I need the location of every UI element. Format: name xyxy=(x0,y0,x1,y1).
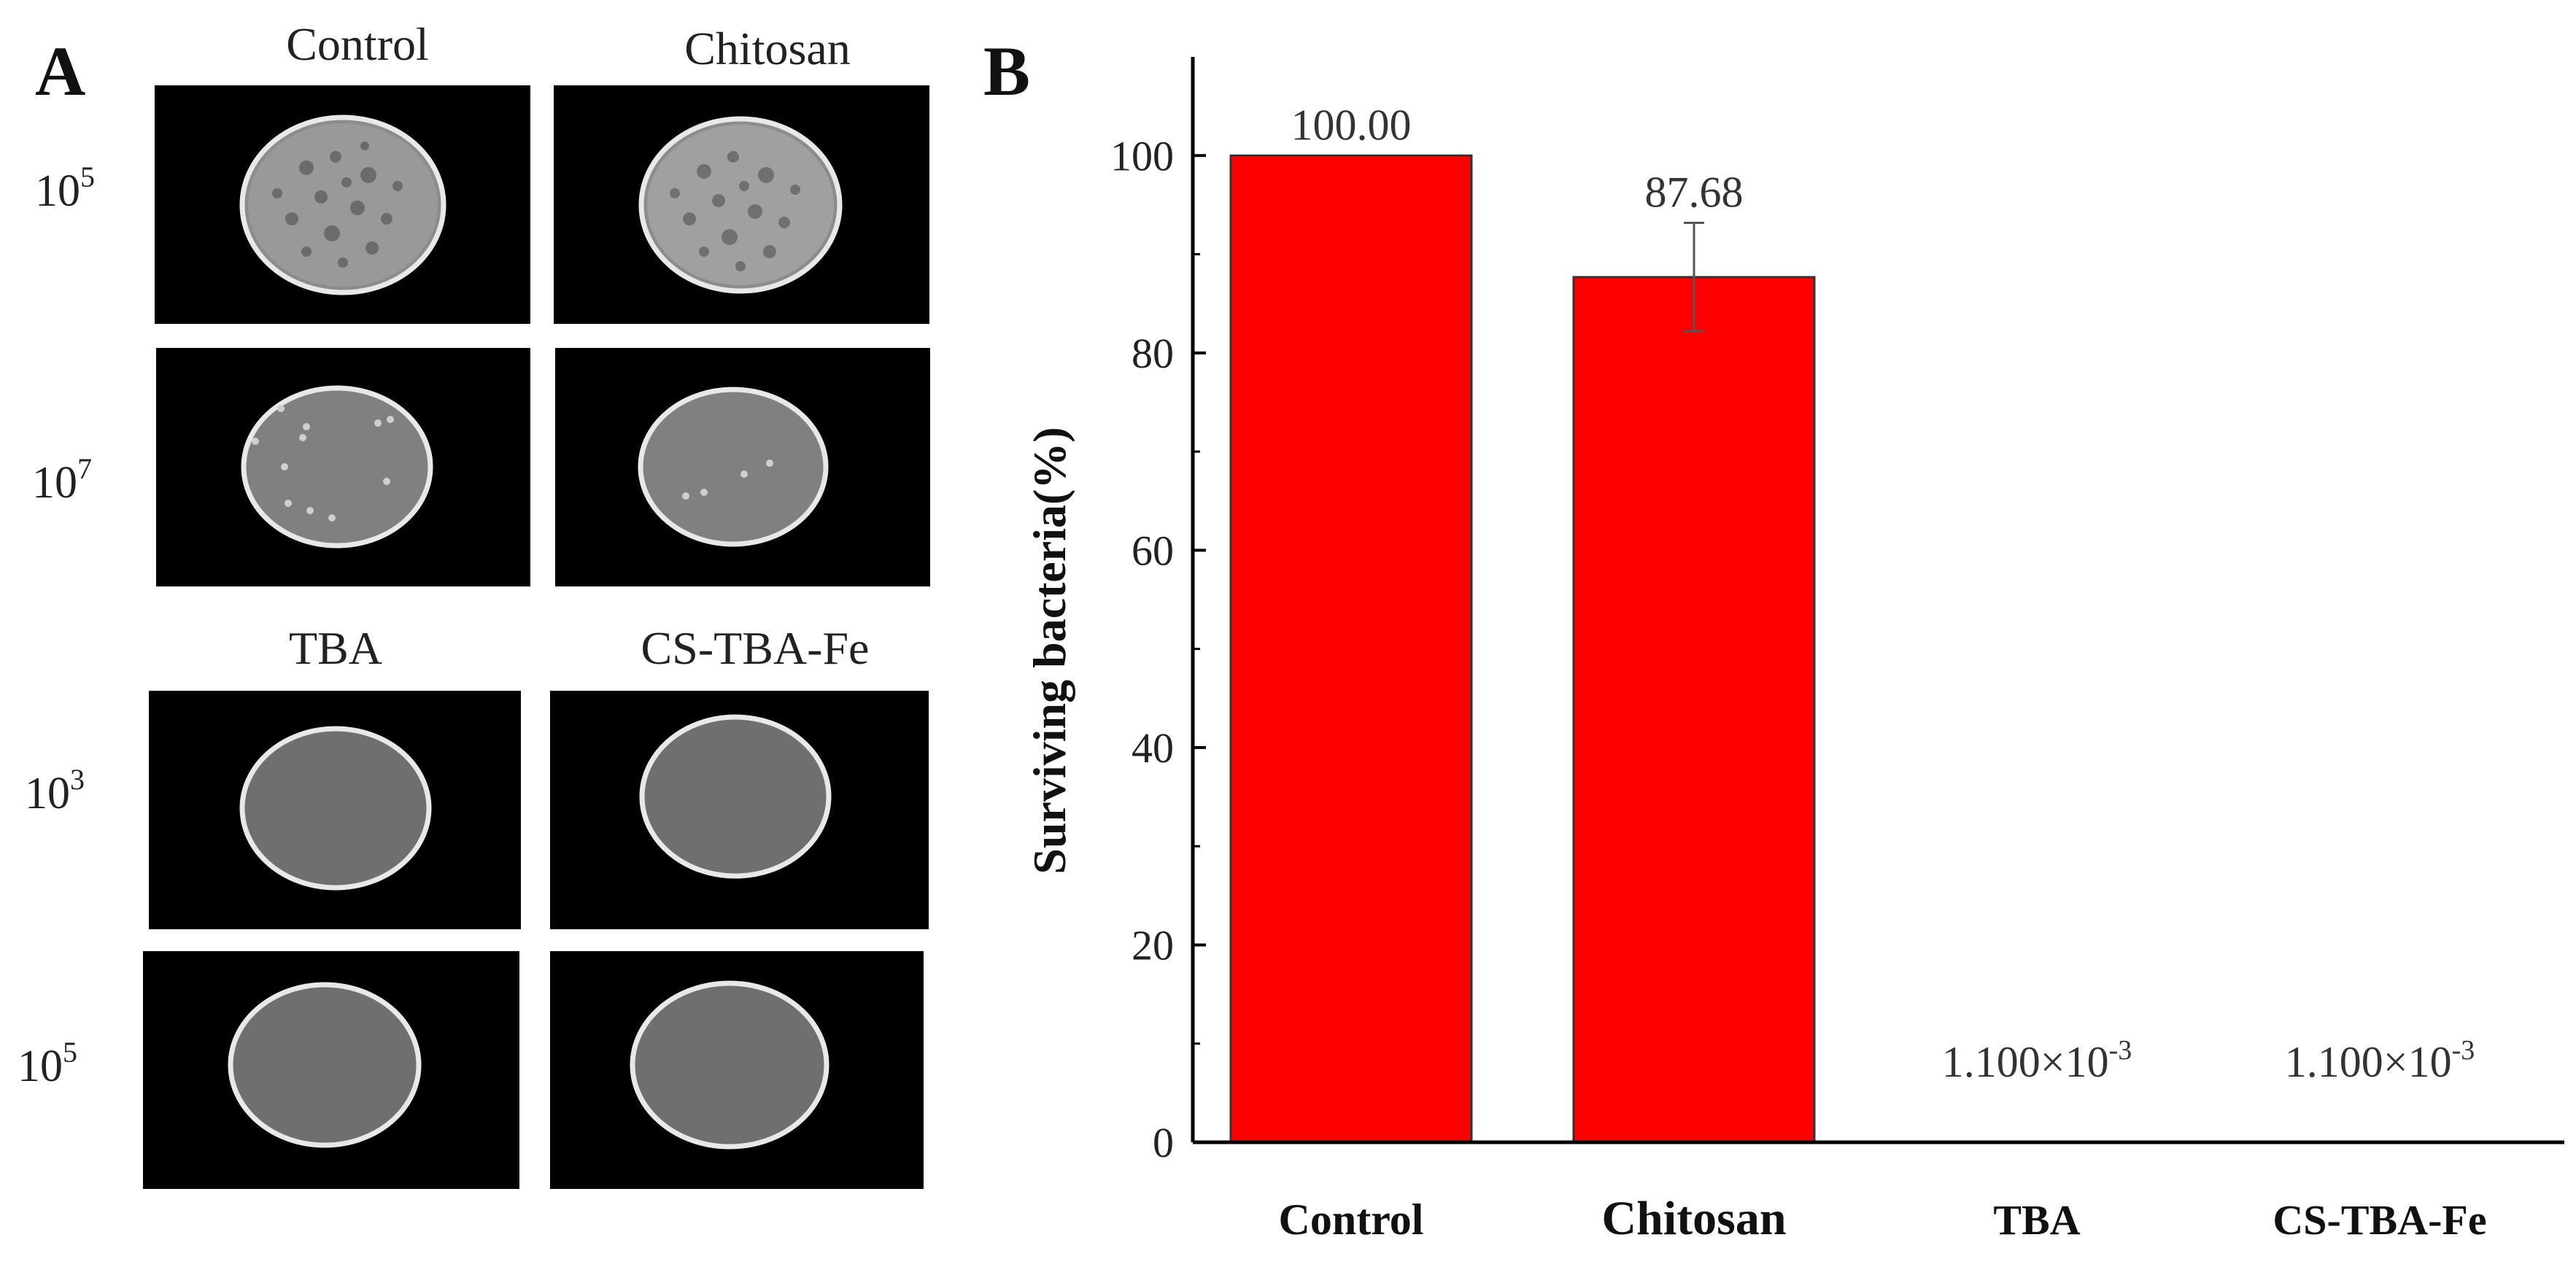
panel-a-letter: A xyxy=(35,32,85,110)
agar-plate xyxy=(241,385,433,549)
y-ticks: 0 20 40 60 80 100 xyxy=(1110,132,1206,1166)
plate-control-row1 xyxy=(155,85,530,324)
agar-plate xyxy=(228,982,422,1148)
row-label-exp: 5 xyxy=(80,160,95,193)
bar-control xyxy=(1229,154,1473,1144)
colonies xyxy=(682,460,773,500)
y-tick-label: 80 xyxy=(1132,330,1174,377)
row-label-exp: 7 xyxy=(77,452,92,485)
row-label-bottom-2: 105 xyxy=(18,1036,77,1091)
error-bars xyxy=(1684,222,1704,333)
agar-plate xyxy=(639,714,832,879)
plate-cs-tba-fe-row2 xyxy=(550,951,924,1189)
plate-tba-row2 xyxy=(143,951,519,1189)
panel-b-letter: B xyxy=(983,32,1030,110)
row-label-base: 10 xyxy=(32,458,77,508)
row-label-base: 10 xyxy=(18,1042,63,1091)
data-label-exponent: -3 xyxy=(2452,1035,2475,1066)
row-label-bottom-1: 103 xyxy=(25,763,85,818)
data-label: 87.68 xyxy=(1645,168,1744,217)
y-tick-label: 20 xyxy=(1132,921,1174,969)
agar-plate xyxy=(630,980,829,1150)
x-category-labels: Control Chitosan TBA CS-TBA-Fe xyxy=(1279,1192,2487,1245)
bottom-col-label-tba: TBA xyxy=(289,622,382,674)
panel-b-chart: B Surviving bacteria(%) 100.00 87.68 1.100… xyxy=(983,32,2564,1245)
plate-tba-row1 xyxy=(149,691,521,929)
row-label-base: 10 xyxy=(25,769,70,818)
row-label-exp: 3 xyxy=(70,763,85,796)
bottom-col-label-cs-tba-fe: CS-TBA-Fe xyxy=(641,622,870,674)
y-tick-label: 60 xyxy=(1132,527,1174,574)
data-label: 1.100×10-3 xyxy=(2285,1035,2475,1086)
y-tick-label: 40 xyxy=(1132,724,1174,772)
y-tick-label: 0 xyxy=(1153,1119,1174,1166)
x-category-label: Chitosan xyxy=(1601,1192,1786,1245)
x-category-label: CS-TBA-Fe xyxy=(2273,1196,2486,1244)
bars xyxy=(1229,154,2502,1144)
row-label-base: 10 xyxy=(35,166,80,216)
row-label-top-2: 107 xyxy=(32,452,92,508)
data-label: 1.100×10-3 xyxy=(1942,1035,2132,1086)
plate-chitosan-row2 xyxy=(555,348,930,586)
agar-plate xyxy=(239,726,432,891)
y-axis-label: Surviving bacteria(%) xyxy=(1024,427,1075,874)
lawn-texture xyxy=(272,142,403,268)
data-label-value: 1.100×10 xyxy=(2285,1038,2452,1086)
y-tick-label: 100 xyxy=(1110,132,1174,179)
bar-chitosan xyxy=(1572,276,1816,1144)
data-label: 100.00 xyxy=(1291,101,1412,149)
agar-plate xyxy=(638,387,829,547)
data-label-value: 87.68 xyxy=(1645,168,1744,217)
plate-chitosan-row1 xyxy=(554,85,929,324)
lawn-texture xyxy=(670,151,800,271)
top-col-label-control: Control xyxy=(286,18,429,70)
plate-control-row2 xyxy=(156,348,530,586)
row-label-top-1: 105 xyxy=(35,160,95,216)
plate-cs-tba-fe-row1 xyxy=(550,691,929,929)
row-label-exp: 5 xyxy=(63,1036,77,1069)
data-label-value: 100.00 xyxy=(1291,101,1412,149)
bacterial-lawn xyxy=(647,125,834,285)
colonies xyxy=(252,405,394,522)
top-col-label-chitosan: Chitosan xyxy=(684,23,851,74)
x-category-label: TBA xyxy=(1993,1196,2080,1244)
bacterial-lawn xyxy=(248,123,438,287)
x-category-label: Control xyxy=(1279,1196,1424,1244)
data-label-value: 1.100×10 xyxy=(1942,1038,2109,1086)
data-label-exponent: -3 xyxy=(2109,1035,2132,1066)
panel-a: A Control Chitosan TBA CS-TBA-Fe 105 107… xyxy=(18,18,930,1189)
